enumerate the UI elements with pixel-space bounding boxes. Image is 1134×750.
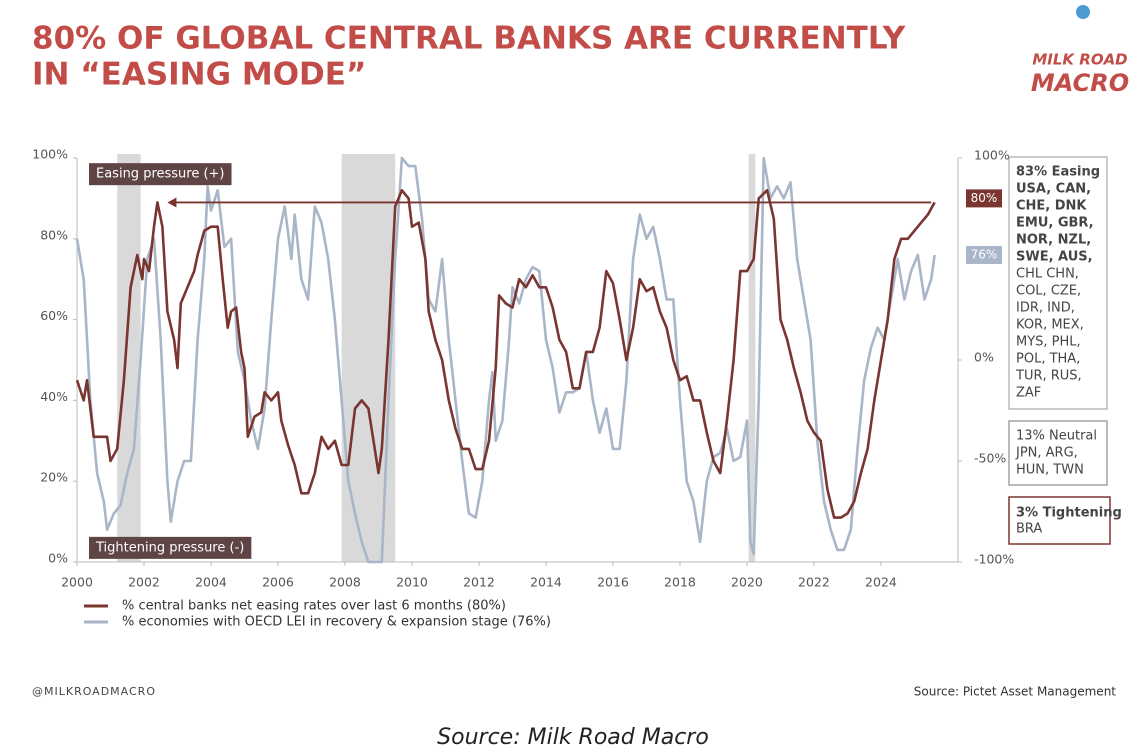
logo-text: MILK ROAD (1032, 51, 1127, 69)
panel-line: ZAF (1016, 386, 1041, 401)
caption: Source: Milk Road Macro (437, 725, 709, 750)
plot: 0% 20% 40% 60% 80% 100% 100% 0% -50% -100% 2000 200… (32, 147, 1014, 630)
logo-globe (1076, 5, 1090, 19)
y2-tick-label: 0% (974, 350, 994, 365)
panel-line: IDR, IND, (1016, 301, 1075, 316)
end-label: 80% (971, 191, 998, 205)
panel-line: JPN, ARG, (1015, 446, 1078, 461)
x-tick-label: 2024 (865, 575, 897, 590)
panel-line: POL, THA, (1016, 352, 1080, 367)
logo-text: MACRO (1031, 69, 1129, 97)
legend-label: % economies with OECD LEI in recovery & … (122, 615, 551, 630)
source: Source: Pictet Asset Management (914, 685, 1117, 699)
y2-tick-label: -50% (974, 451, 1006, 466)
end-label-box (966, 245, 1002, 264)
x-tick-label: 2016 (597, 575, 629, 590)
pressure-box (89, 536, 252, 559)
panel-box (1008, 420, 1108, 486)
x-tick-label: 2004 (195, 575, 227, 590)
panel-line: KOR, MEX, (1016, 318, 1084, 333)
panel-line: NOR, NZL, (1016, 233, 1091, 248)
x-tick-label: 2014 (530, 575, 562, 590)
panel-box (1008, 156, 1108, 410)
legend-label: % central banks net easing rates over la… (122, 599, 506, 614)
x-tick-label: 2006 (262, 575, 294, 590)
panel-heading: 3% Tightening (1016, 506, 1122, 521)
series-line (75, 156, 936, 564)
pressure-box (89, 163, 232, 186)
pressure-label: Tightening pressure (-) (95, 540, 244, 555)
panel-line: TUR, RUS, (1015, 369, 1082, 384)
end-label: 76% (971, 247, 998, 261)
pressure-label: Easing pressure (+) (96, 167, 225, 182)
x-tick-label: 2018 (664, 575, 696, 590)
side-panel: 83% Easing USA, CAN, CHE, DNK EMU, GBR, NOR,… (1008, 156, 1122, 545)
y-tick-label: 60% (40, 308, 68, 323)
x-tick-label: 2020 (731, 575, 763, 590)
title-line: 80% OF GLOBAL CENTRAL BANKS ARE CURRENTL… (32, 21, 906, 57)
panel-line: CHE, DNK (1016, 199, 1087, 214)
shaded-period (117, 154, 141, 562)
panel-line: MYS, PHL, (1016, 335, 1081, 350)
panel-heading: 13% Neutral (1016, 429, 1097, 444)
x-tick-label: 2012 (463, 575, 495, 590)
x-tick-label: 2000 (61, 575, 93, 590)
handle: @MILKROADMACRO (32, 685, 156, 698)
panel-line: USA, CAN, (1016, 182, 1091, 197)
y2-tick-label: -100% (974, 552, 1014, 567)
y-tick-label: 40% (40, 389, 68, 404)
arrow-head (167, 197, 177, 208)
panel-line: BRA (1016, 522, 1042, 537)
panel-line: HUN, TWN (1016, 463, 1084, 478)
y-tick-label: 20% (40, 470, 68, 485)
y-tick-label: 100% (32, 147, 68, 162)
x-tick-label: 2022 (798, 575, 830, 590)
panel-line: COL, CZE, (1016, 284, 1081, 299)
panel-heading: 83% Easing (1016, 165, 1100, 180)
x-tick-label: 2010 (396, 575, 428, 590)
x-tick-label: 2008 (329, 575, 361, 590)
panel-line: SWE, AUS, (1016, 250, 1093, 265)
series-line (75, 189, 936, 519)
panel-line: CHL CHN, (1016, 267, 1079, 282)
panel-box (1008, 496, 1111, 545)
title-line: IN “EASING MODE” (32, 57, 366, 93)
x-tick-label: 2002 (128, 575, 160, 590)
shaded-period (748, 154, 756, 562)
y2-tick-label: 100% (974, 148, 1010, 163)
y-tick-label: 80% (40, 227, 68, 242)
y-tick-label: 0% (48, 551, 68, 566)
panel-line: EMU, GBR, (1016, 216, 1094, 231)
end-label-box (966, 189, 1002, 208)
